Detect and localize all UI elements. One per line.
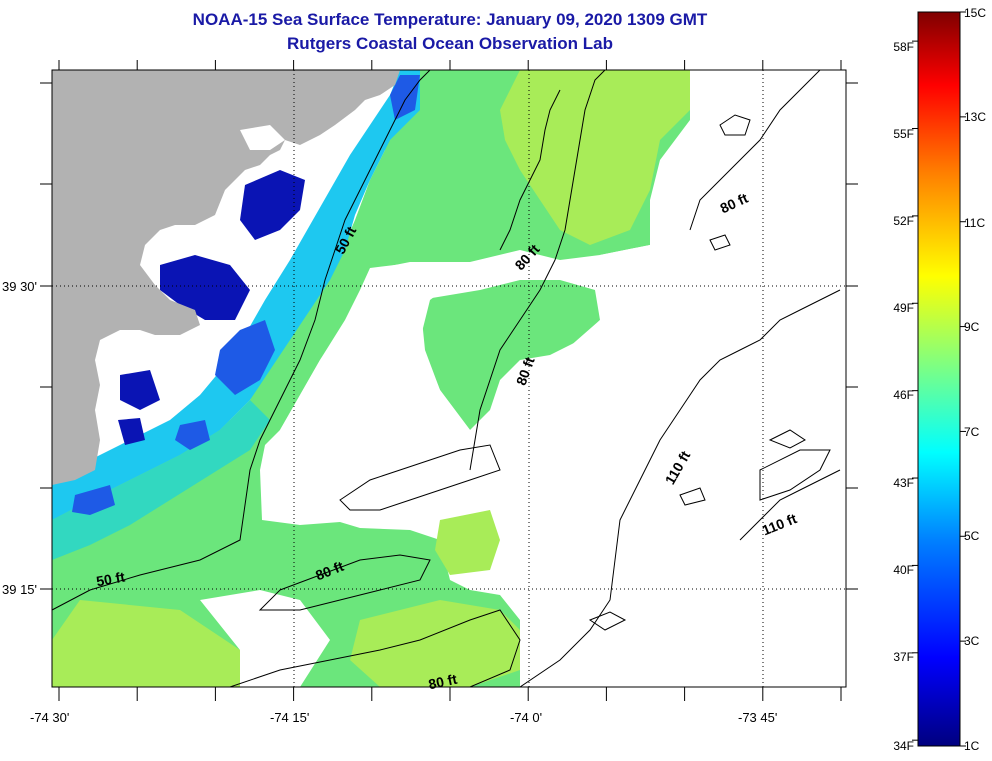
contour-loop-2 [709,234,731,251]
contour-label-80ft-4: 80 ft [427,671,459,693]
no-data-central [265,262,490,515]
sst-yellowgreen-north [500,70,690,245]
axis-labels: -74 30' -74 15' -74 0' -73 45' 39 30' 39… [2,279,777,725]
contour-80ft-east [689,70,821,231]
x-tick-label: -74 0' [510,710,542,725]
y-tick-label: 39 30' [2,279,37,294]
sst-yellowgreen-south [52,600,240,687]
colorbar-f-label: 46F [893,388,914,402]
x-tick-label: -74 15' [270,710,309,725]
contour-loop-5 [588,611,627,631]
contour-110ft-east [739,469,841,541]
contour-loop-3 [768,429,806,449]
contour-80ft-mid [339,444,501,511]
sst-yellowgreen-mid [435,510,500,575]
contour-80ft-south [258,554,431,611]
sst-yellowgreen-southeast [350,600,520,687]
sst-darkblue-1 [160,255,250,320]
land-barrier-gap [240,125,285,150]
x-tick-label: -73 45' [738,710,777,725]
contour-loop-6 [759,449,831,501]
sst-teal-band [52,400,270,560]
colorbar-f-label: 52F [893,214,914,228]
map-frame [51,69,847,688]
colorbar-f-label: 43F [893,476,914,490]
tick-marks [40,60,858,701]
sst-green-field [52,70,690,687]
sst-blue-patch-3 [175,420,210,450]
colorbar-c-label: 5C [964,529,980,543]
contour-label-50ft-2: 50 ft [95,568,126,589]
sst-blue-patch-4 [72,485,115,515]
sst-darkblue-2 [240,170,305,240]
colorbar-f-label: 40F [893,563,914,577]
colorbar-c-label: 9C [964,320,980,334]
colorbar-c-label: 1C [964,739,980,753]
colorbar-f-label: 49F [893,301,914,315]
colorbar-f-label: 37F [893,650,914,664]
contour-50ft [52,70,431,611]
bathymetry-contours [52,70,841,687]
contour-loop-1 [719,114,751,136]
colorbar-c-label: 7C [964,425,980,439]
sst-darkblue-3 [120,370,160,410]
colorbar-f-label: 55F [893,127,914,141]
sst-darkblue-4 [118,418,145,445]
gridlines [52,70,846,687]
map-title: NOAA-15 Sea Surface Temperature: January… [192,10,708,29]
colorbar-labels: 58F 55F 52F 49F 46F 43F 40F 37F 34F 15C … [893,6,986,753]
y-tick-label: 39 15' [2,582,37,597]
no-data-east [500,70,846,687]
colorbar-ticks [912,11,966,747]
contour-110ft [519,289,841,687]
x-tick-label: -74 30' [30,710,69,725]
sst-green-lobe [420,280,600,430]
colorbar [917,11,961,747]
contour-80ft-west [229,609,521,687]
contour-80ft-ridge-2 [499,89,561,251]
colorbar-c-label: 11C [964,216,985,230]
land-nj-coast [52,70,400,485]
colorbar-c-label: 13C [964,110,986,124]
contour-80ft-ridge [469,70,606,471]
sst-blue-patch-2 [215,320,275,395]
colorbar-f-label: 58F [893,40,914,54]
colorbar-c-label: 3C [964,634,980,648]
colorbar-c-label: 15C [964,6,986,20]
sst-cyan-band [52,70,420,520]
contour-loop-4 [679,487,706,506]
no-data-south [200,590,330,687]
colorbar-f-label: 34F [893,739,914,753]
sst-blue-patch-1 [390,75,420,120]
map-subtitle: Rutgers Coastal Ocean Observation Lab [287,34,613,53]
